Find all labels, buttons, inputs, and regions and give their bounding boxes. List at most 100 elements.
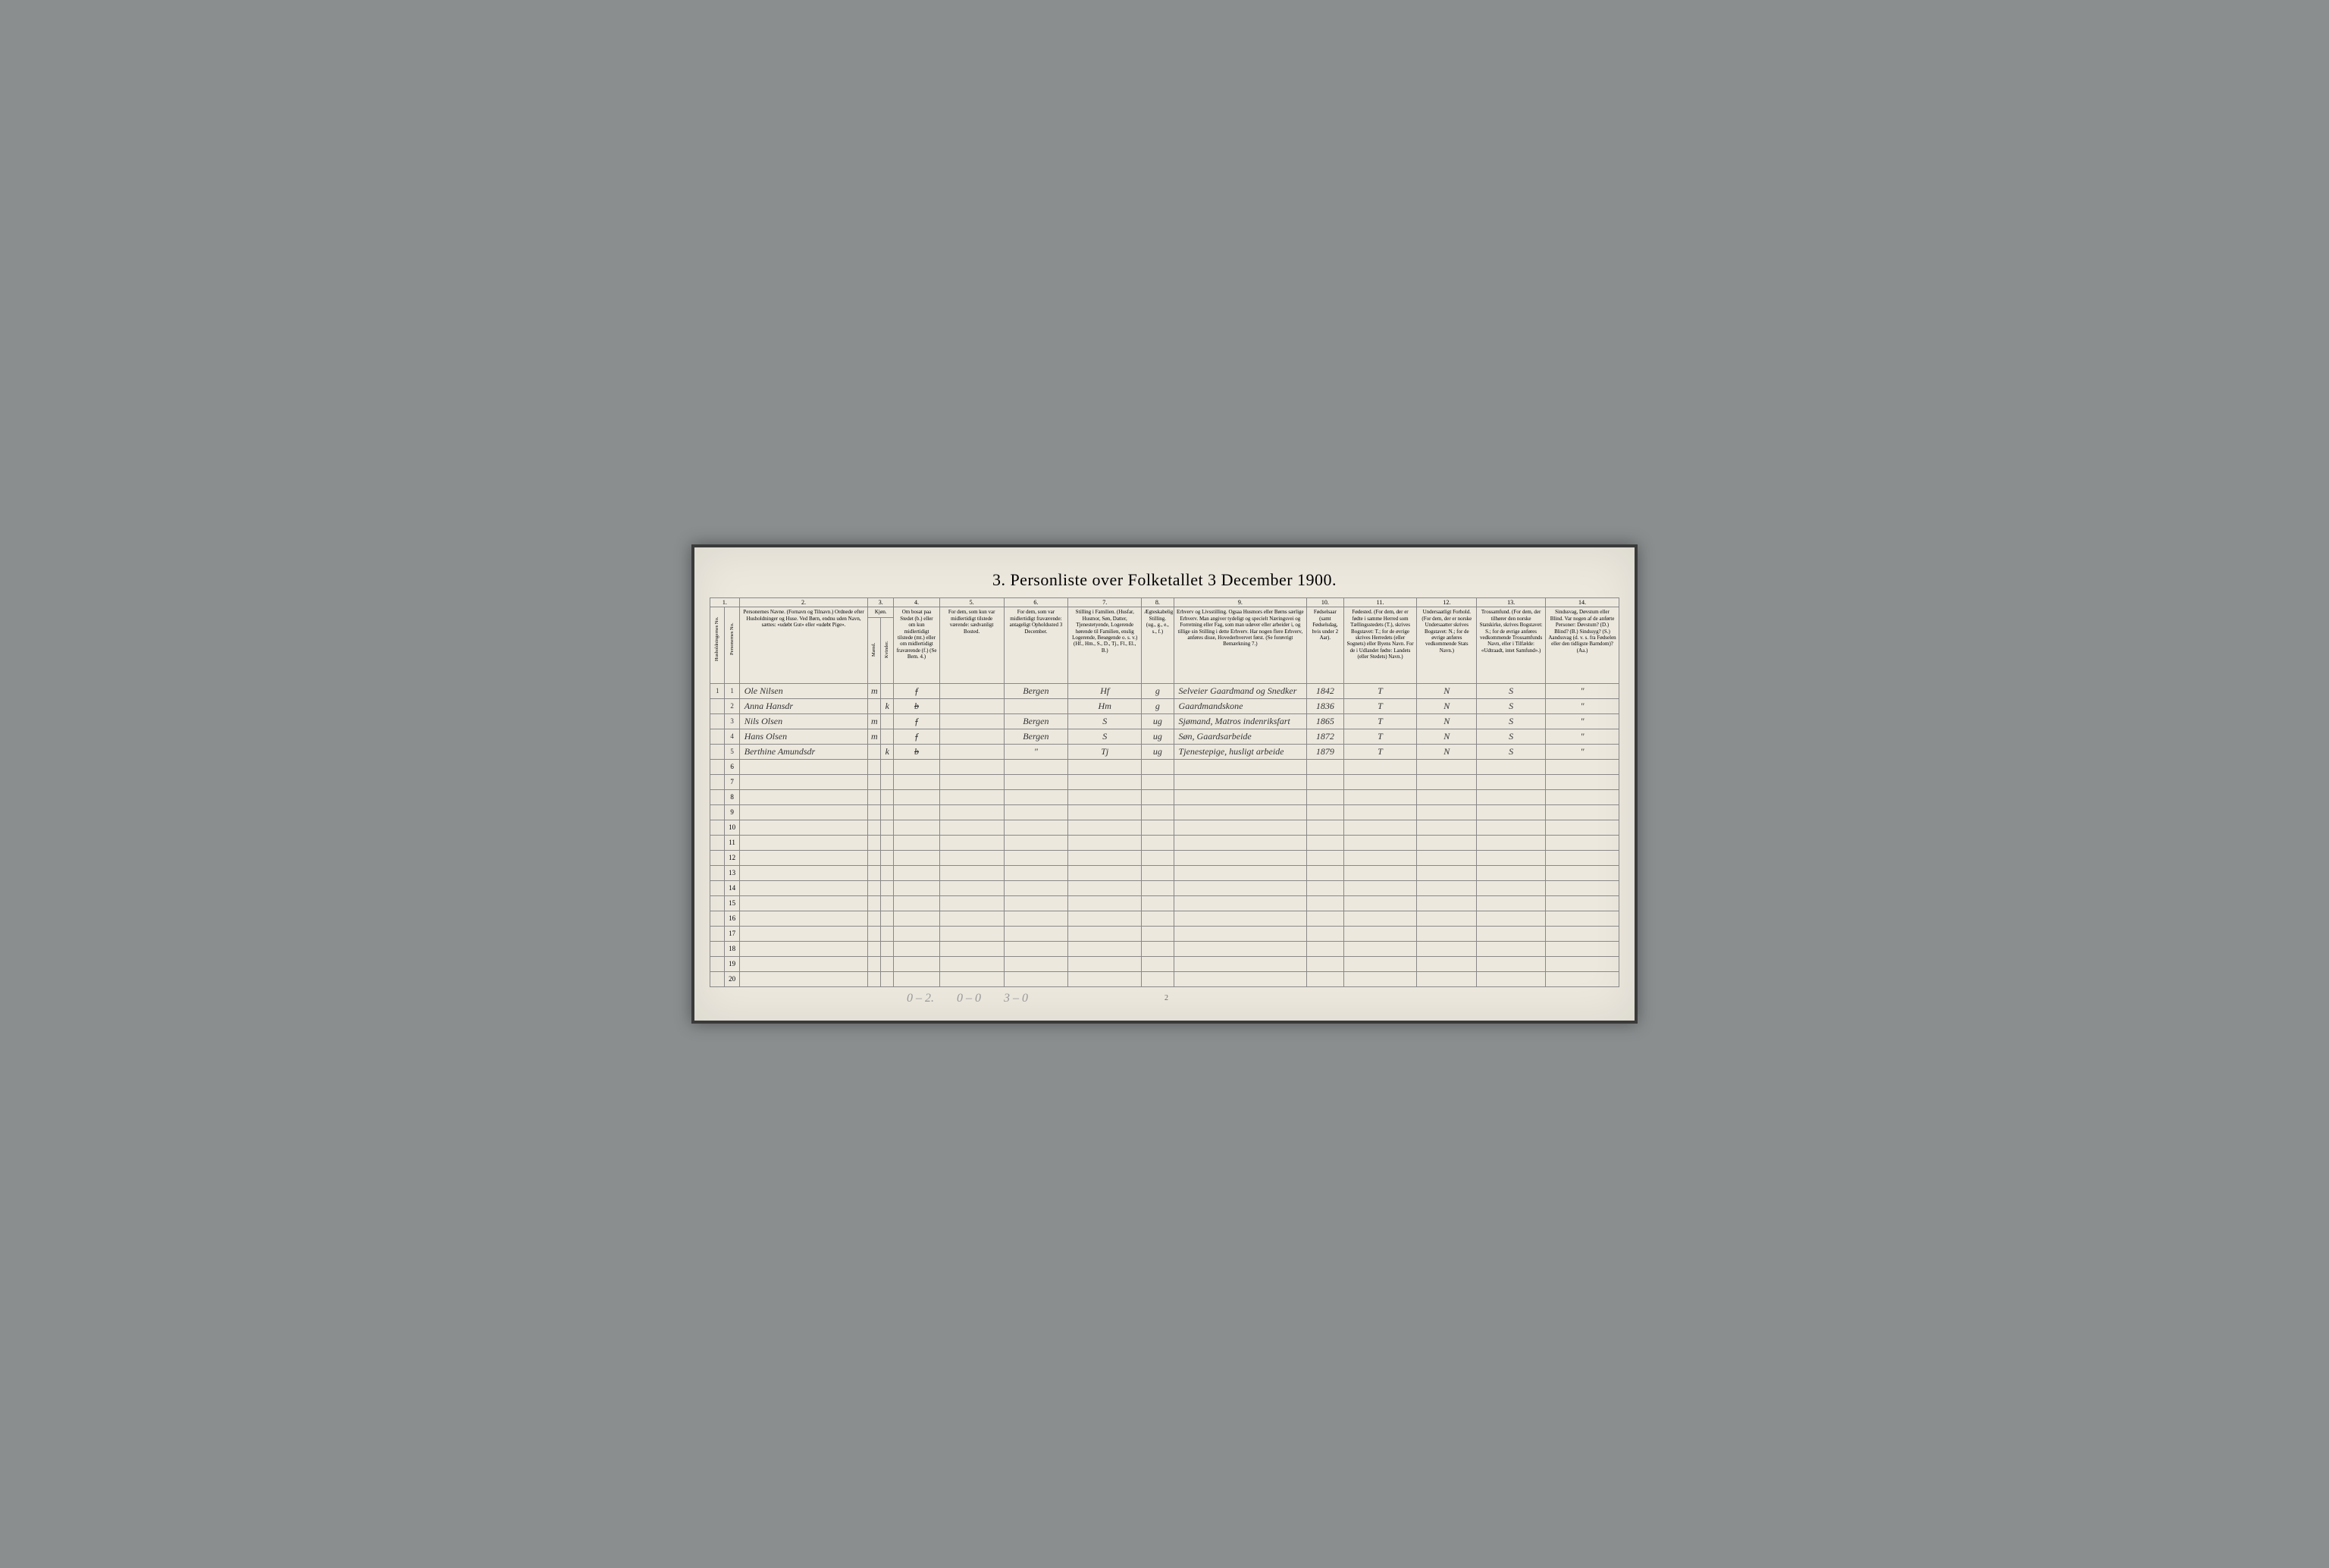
cell-empty (1068, 760, 1142, 775)
cell-hnum (710, 881, 725, 896)
colnum-12: 12. (1417, 597, 1477, 607)
table-row-empty: 13 (710, 866, 1619, 881)
page-title: 3. Personliste over Folketallet 3 Decemb… (710, 570, 1619, 590)
cell-empty (739, 775, 868, 790)
cell-empty (1546, 896, 1619, 911)
cell-m: m (868, 729, 881, 745)
table-row: 11Ole NilsenmfBergenHfgSelveier Gaardman… (710, 684, 1619, 699)
cell-c5 (939, 745, 1004, 760)
cell-empty (1343, 805, 1417, 820)
cell-hnum (710, 714, 725, 729)
cell-empty (1546, 911, 1619, 927)
cell-pnum: 7 (725, 775, 739, 790)
cell-empty (1477, 820, 1546, 836)
cell-empty (894, 972, 940, 987)
cell-empty (1004, 866, 1068, 881)
cell-empty (1546, 775, 1619, 790)
colnum-14: 14. (1546, 597, 1619, 607)
cell-empty (894, 851, 940, 866)
cell-empty (1417, 957, 1477, 972)
cell-empty (1546, 790, 1619, 805)
cell-empty (881, 851, 894, 866)
cell-empty (894, 896, 940, 911)
cell-pnum: 11 (725, 836, 739, 851)
cell-empty (868, 896, 881, 911)
cell-empty (881, 760, 894, 775)
cell-empty (1068, 972, 1142, 987)
table-row-empty: 16 (710, 911, 1619, 927)
cell-c6: " (1004, 745, 1068, 760)
header-navne: Personernes Navne. (Fornavn og Tilnavn.)… (739, 607, 868, 684)
cell-hnum (710, 760, 725, 775)
cell-empty (1343, 957, 1417, 972)
cell-pnum: 14 (725, 881, 739, 896)
cell-empty (1068, 790, 1142, 805)
cell-name: Berthine Amundsdr (739, 745, 868, 760)
table-row-empty: 19 (710, 957, 1619, 972)
cell-hnum (710, 942, 725, 957)
cell-bosat: f (894, 714, 940, 729)
colnum-9: 9. (1174, 597, 1307, 607)
cell-empty (1477, 927, 1546, 942)
cell-c5 (939, 684, 1004, 699)
cell-k: k (881, 699, 894, 714)
colnum-13: 13. (1477, 597, 1546, 607)
cell-empty (1142, 836, 1174, 851)
tally-3: 3 – 0 (1004, 992, 1028, 1005)
cell-empty (1343, 790, 1417, 805)
colnum-7: 7. (1068, 597, 1142, 607)
cell-name: Anna Hansdr (739, 699, 868, 714)
empty-body: 67891011121314151617181920 (710, 760, 1619, 987)
cell-empty (1068, 775, 1142, 790)
cell-empty (739, 927, 868, 942)
cell-empty (1142, 820, 1174, 836)
table-row: 5Berthine Amundsdrkb"TjugTjenestepige, h… (710, 745, 1619, 760)
cell-empty (1142, 866, 1174, 881)
cell-empty (1307, 866, 1343, 881)
cell-pnum: 5 (725, 745, 739, 760)
cell-empty (1477, 881, 1546, 896)
cell-empty (1068, 836, 1142, 851)
cell-empty (1174, 820, 1307, 836)
cell-empty (881, 790, 894, 805)
cell-empty (1417, 927, 1477, 942)
cell-empty (1174, 942, 1307, 957)
cell-egte: ug (1142, 729, 1174, 745)
cell-empty (1343, 775, 1417, 790)
cell-empty (1142, 896, 1174, 911)
cell-empty (894, 866, 940, 881)
colnum-5: 5. (939, 597, 1004, 607)
cell-pnum: 18 (725, 942, 739, 957)
cell-empty (1004, 942, 1068, 957)
cell-pnum: 1 (725, 684, 739, 699)
cell-empty (894, 942, 940, 957)
cell-empty (894, 881, 940, 896)
cell-empty (739, 760, 868, 775)
cell-empty (1343, 972, 1417, 987)
cell-empty (1174, 927, 1307, 942)
cell-empty (939, 896, 1004, 911)
table-row-empty: 7 (710, 775, 1619, 790)
cell-empty (1417, 866, 1477, 881)
cell-empty (1307, 805, 1343, 820)
cell-pnum: 10 (725, 820, 739, 836)
cell-empty (1174, 896, 1307, 911)
cell-empty (894, 927, 940, 942)
cell-empty (1417, 790, 1477, 805)
cell-k (881, 684, 894, 699)
cell-empty (1546, 805, 1619, 820)
cell-fodested: T (1343, 684, 1417, 699)
cell-empty (1546, 942, 1619, 957)
cell-empty (939, 820, 1004, 836)
cell-pnum: 9 (725, 805, 739, 820)
cell-empty (1307, 775, 1343, 790)
cell-empty (1307, 820, 1343, 836)
cell-empty (1546, 866, 1619, 881)
cell-empty (881, 836, 894, 851)
cell-empty (1307, 881, 1343, 896)
cell-empty (868, 972, 881, 987)
cell-empty (1307, 911, 1343, 927)
table-row-empty: 11 (710, 836, 1619, 851)
cell-empty (939, 836, 1004, 851)
cell-empty (1004, 760, 1068, 775)
